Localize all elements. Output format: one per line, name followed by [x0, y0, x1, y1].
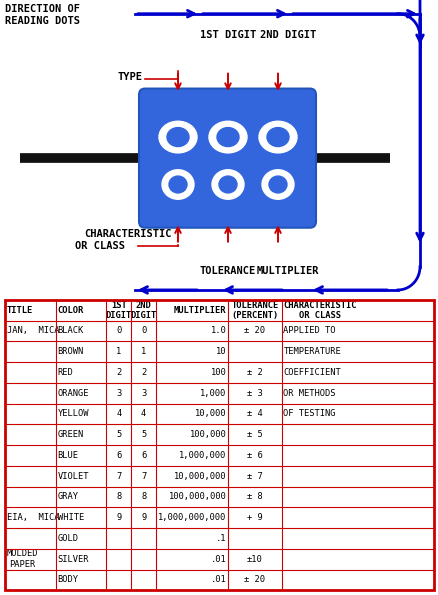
Text: .01: .01: [210, 555, 226, 563]
Text: ± 7: ± 7: [247, 472, 262, 481]
Text: READING DOTS: READING DOTS: [5, 16, 80, 26]
Ellipse shape: [208, 121, 247, 153]
Text: 1.0: 1.0: [210, 327, 226, 336]
Text: .1: .1: [215, 534, 226, 543]
Text: DIRECTION OF: DIRECTION OF: [5, 4, 80, 14]
Text: 3: 3: [116, 389, 121, 397]
Text: CHARACTERISTIC
OR CLASS: CHARACTERISTIC OR CLASS: [283, 300, 356, 320]
Text: 8: 8: [141, 493, 146, 502]
Text: TOLERANCE: TOLERANCE: [199, 266, 255, 276]
Ellipse shape: [212, 170, 244, 199]
FancyBboxPatch shape: [139, 89, 315, 228]
Text: 8: 8: [116, 493, 121, 502]
Text: SILVER: SILVER: [57, 555, 89, 563]
Text: MULTIPLIER: MULTIPLIER: [256, 266, 318, 276]
Text: ±10: ±10: [247, 555, 262, 563]
Text: 2: 2: [141, 368, 146, 377]
Text: ± 20: ± 20: [244, 327, 265, 336]
Text: 10,000,000: 10,000,000: [173, 472, 226, 481]
Text: 9: 9: [141, 513, 146, 522]
Text: APPLIED TO: APPLIED TO: [283, 327, 335, 336]
Text: ± 2: ± 2: [247, 368, 262, 377]
Text: TITLE: TITLE: [7, 306, 33, 315]
Text: 2ND
DIGIT: 2ND DIGIT: [130, 300, 156, 320]
Text: 9: 9: [116, 513, 121, 522]
Text: COLOR: COLOR: [57, 306, 84, 315]
Text: BROWN: BROWN: [57, 347, 84, 356]
Text: ± 4: ± 4: [247, 409, 262, 418]
Ellipse shape: [162, 170, 194, 199]
Text: COEFFICIENT: COEFFICIENT: [283, 368, 340, 377]
Text: 1,000,000,000: 1,000,000,000: [158, 513, 226, 522]
Text: BLACK: BLACK: [57, 327, 84, 336]
Text: BLUE: BLUE: [57, 451, 78, 460]
Text: GRAY: GRAY: [57, 493, 78, 502]
Text: YELLOW: YELLOW: [57, 409, 89, 418]
Text: 6: 6: [116, 451, 121, 460]
Text: 3: 3: [141, 389, 146, 397]
Text: OF TESTING: OF TESTING: [283, 409, 335, 418]
Text: JAN,  MICA: JAN, MICA: [7, 327, 59, 336]
Text: 1: 1: [141, 347, 146, 356]
Text: 5: 5: [116, 430, 121, 439]
Text: BODY: BODY: [57, 575, 78, 584]
Text: 0: 0: [116, 327, 121, 336]
Text: 4: 4: [116, 409, 121, 418]
Ellipse shape: [261, 170, 293, 199]
Text: ± 6: ± 6: [247, 451, 262, 460]
Text: 6: 6: [141, 451, 146, 460]
Text: OR CLASS: OR CLASS: [75, 240, 125, 250]
Text: 100,000: 100,000: [189, 430, 226, 439]
Text: TYPE: TYPE: [118, 72, 143, 82]
Text: OR METHODS: OR METHODS: [283, 389, 335, 397]
Ellipse shape: [268, 176, 286, 193]
Ellipse shape: [266, 127, 288, 146]
Text: 10,000: 10,000: [194, 409, 226, 418]
Text: 2ND DIGIT: 2ND DIGIT: [259, 30, 315, 40]
Text: CHARACTERISTIC: CHARACTERISTIC: [84, 229, 171, 239]
Text: 100,000,000: 100,000,000: [168, 493, 226, 502]
Ellipse shape: [166, 127, 189, 146]
Text: 100: 100: [210, 368, 226, 377]
Text: EIA,  MICA: EIA, MICA: [7, 513, 59, 522]
Text: TEMPERATURE: TEMPERATURE: [283, 347, 340, 356]
Text: TOLERANCE
(PERCENT): TOLERANCE (PERCENT): [231, 300, 278, 320]
Text: MOLDED
PAPER: MOLDED PAPER: [7, 549, 39, 569]
Text: 0: 0: [141, 327, 146, 336]
Text: WHITE: WHITE: [57, 513, 84, 522]
Text: 1: 1: [116, 347, 121, 356]
Text: 1ST
DIGIT: 1ST DIGIT: [106, 300, 132, 320]
Text: 1,000,000: 1,000,000: [179, 451, 226, 460]
Text: .01: .01: [210, 575, 226, 584]
Ellipse shape: [216, 127, 238, 146]
Text: 2: 2: [116, 368, 121, 377]
Ellipse shape: [159, 121, 197, 153]
Text: RED: RED: [57, 368, 73, 377]
Text: MULTIPLIER: MULTIPLIER: [173, 306, 226, 315]
Text: + 9: + 9: [247, 513, 262, 522]
Text: 7: 7: [116, 472, 121, 481]
Ellipse shape: [219, 176, 237, 193]
Text: ± 3: ± 3: [247, 389, 262, 397]
Text: ORANGE: ORANGE: [57, 389, 89, 397]
Text: ± 20: ± 20: [244, 575, 265, 584]
Text: 4: 4: [141, 409, 146, 418]
Text: 7: 7: [141, 472, 146, 481]
Text: 1ST DIGIT: 1ST DIGIT: [199, 30, 255, 40]
Text: 5: 5: [141, 430, 146, 439]
Text: ± 8: ± 8: [247, 493, 262, 502]
Text: VIOLET: VIOLET: [57, 472, 89, 481]
Text: ± 5: ± 5: [247, 430, 262, 439]
Text: 10: 10: [215, 347, 226, 356]
Text: GREEN: GREEN: [57, 430, 84, 439]
Text: GOLD: GOLD: [57, 534, 78, 543]
Ellipse shape: [258, 121, 297, 153]
Ellipse shape: [169, 176, 187, 193]
Text: 1,000: 1,000: [200, 389, 226, 397]
